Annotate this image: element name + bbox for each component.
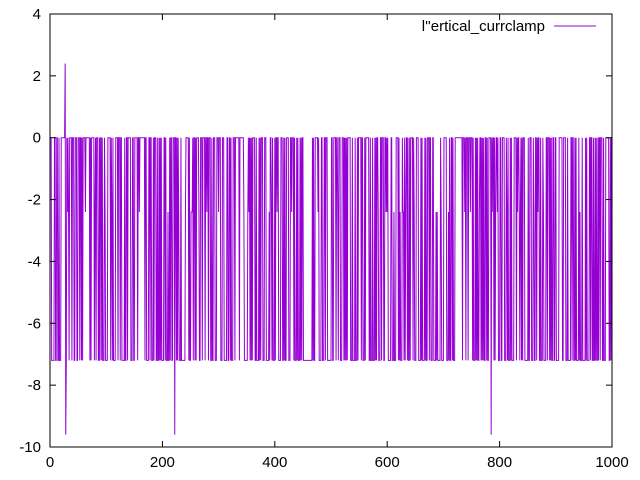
legend-label: l''ertical_currclamp — [422, 18, 545, 35]
y-tick-label: -4 — [28, 253, 41, 270]
x-tick-label: 0 — [46, 454, 54, 471]
series-line — [50, 63, 612, 435]
x-tick-label: 400 — [262, 454, 287, 471]
legend: l''ertical_currclamp — [422, 18, 596, 35]
x-tick-label: 600 — [375, 454, 400, 471]
x-tick-label: 1000 — [595, 454, 628, 471]
y-tick-label: 0 — [33, 130, 41, 147]
y-tick-label: -6 — [28, 315, 41, 332]
x-tick-label: 200 — [150, 454, 175, 471]
y-tick-label: -10 — [19, 439, 41, 456]
y-tick-label: -2 — [28, 192, 41, 209]
axes: 0 200 400 600 800 1000 -10 -8 -6 -4 -2 0 2 4 — [19, 6, 628, 471]
y-tick-label: 4 — [33, 6, 41, 23]
plot-frame — [49, 13, 613, 448]
y-tick-label: 2 — [33, 68, 41, 85]
y-tick-label: -8 — [28, 377, 41, 394]
x-tick-label: 800 — [487, 454, 512, 471]
plot-area — [50, 63, 612, 435]
